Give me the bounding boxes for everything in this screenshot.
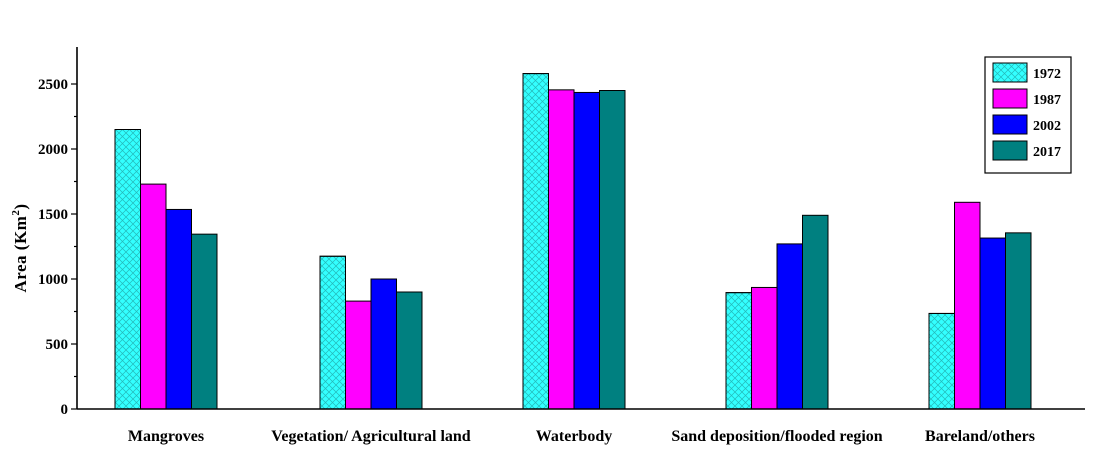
y-axis-title-superscript: 2 [10,210,22,216]
bar-1972-1 [319,255,346,410]
bar-fill-1987-1 [345,300,372,410]
bar-2002-4 [979,237,1006,410]
bar-hatch-1972-4 [928,312,955,410]
bar-fill-1987-2 [548,89,575,410]
bar-fill-2017-3 [802,214,829,410]
bar-1987-2 [548,89,575,410]
bar-1987-3 [751,286,778,410]
legend-swatch-2017 [992,140,1028,161]
bar-fill-2002-2 [573,91,600,410]
y-axis-title-close: ) [11,203,30,209]
y-tick-label-1000: 1000 [38,272,68,288]
legend-swatch-hatch-1972 [992,62,1028,83]
legend-item-1972: 1972 [992,62,1061,83]
bar-hatch-1972-3 [725,292,752,410]
bar-fill-2002-0 [165,208,192,410]
legend-label-1972: 1972 [1033,67,1061,82]
bar-fill-2002-1 [370,278,397,410]
legend-item-1987: 1987 [992,88,1061,109]
y-tick-label-2500: 2500 [38,77,68,93]
bar-2002-2 [573,91,600,410]
bar-fill-2017-1 [396,291,423,410]
legend-swatch-2002 [992,114,1028,135]
bar-fill-1987-3 [751,286,778,410]
legend-item-2017: 2017 [992,140,1061,161]
bar-2017-0 [191,233,218,410]
bar-fill-1987-0 [140,183,167,410]
bar-2017-4 [1005,232,1032,410]
y-tick-label-1500: 1500 [38,207,68,223]
y-axis-title-main: Area (Km [11,216,30,293]
y-tick-label-500: 500 [46,337,69,353]
bar-1972-0 [114,129,141,410]
y-tick-label-2000: 2000 [38,142,68,158]
y-tick-label-0: 0 [61,402,69,418]
bar-2017-1 [396,291,423,410]
x-category-label-3: Sand deposition/flooded region [671,428,882,445]
y-axis-title: Area (Km2) [10,203,30,292]
bars-layer [114,73,1032,410]
y-axis-ticks: 0 500 1000 1500 2000 2500 [38,77,77,418]
bar-fill-1987-4 [954,201,981,410]
x-axis-categories: Mangroves Vegetation/ Agricultural land Wa… [128,428,1035,445]
bar-hatch-1972-2 [522,73,549,410]
bar-2002-0 [165,208,192,410]
legend-items: 1972 1987 2002 2017 [992,62,1061,161]
x-category-label-1: Vegetation/ Agricultural land [271,428,471,445]
legend-label-1987: 1987 [1033,93,1061,108]
bar-2017-3 [802,214,829,410]
bar-2017-2 [599,90,626,410]
bar-1987-0 [140,183,167,410]
legend-label-2002: 2002 [1033,119,1061,134]
bar-1972-4 [928,312,955,410]
bar-1972-2 [522,73,549,410]
bar-fill-2017-4 [1005,232,1032,410]
legend-item-2002: 2002 [992,114,1061,135]
legend: 1972 1987 2002 2017 [984,56,1072,174]
bar-hatch-1972-0 [114,129,141,410]
bar-fill-2002-4 [979,237,1006,410]
bar-fill-2017-0 [191,233,218,410]
bar-1987-1 [345,300,372,410]
bar-2002-1 [370,278,397,410]
bar-hatch-1972-1 [319,255,346,410]
legend-label-2017: 2017 [1033,145,1061,160]
bar-1972-3 [725,292,752,410]
bar-fill-2017-2 [599,90,626,410]
bar-fill-2002-3 [776,243,803,410]
legend-swatch-1987 [992,88,1028,109]
x-category-label-2: Waterbody [536,428,612,445]
bar-1987-4 [954,201,981,410]
bar-2002-3 [776,243,803,410]
x-category-label-4: Bareland/others [925,428,1035,445]
x-category-label-0: Mangroves [128,428,204,445]
